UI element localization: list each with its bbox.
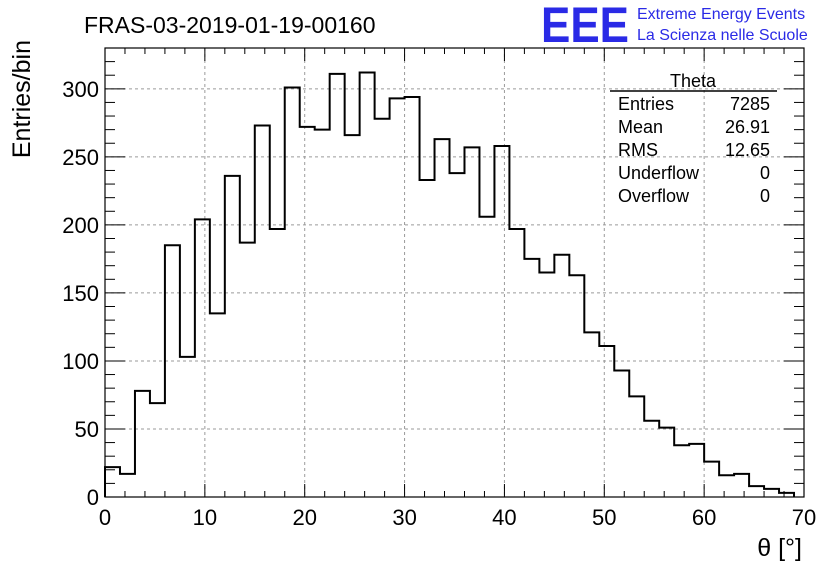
histogram-bin [255,126,270,497]
histogram-bin [180,357,195,497]
histogram-outline [104,71,796,497]
histogram-bin [464,147,479,497]
histogram-bin [479,217,494,497]
y-axis-label: Entries/bin [8,40,36,158]
y-tick-label: 300 [62,77,99,102]
histogram-bin [405,97,420,497]
histogram-bin [210,313,225,497]
histogram-bin [195,219,210,497]
x-tick-label: 60 [692,505,716,530]
y-tick-label: 200 [62,213,99,238]
histogram-bars [104,71,796,498]
stats-value: 0 [760,186,770,206]
chart-title: FRAS-03-2019-01-19-00160 [84,12,376,38]
stats-label: Underflow [618,163,700,183]
histogram-bin [285,87,300,497]
histogram-bin [599,346,614,497]
logo-mark: EEE [541,0,629,53]
histogram-bin [704,462,719,497]
x-tick-label: 70 [792,505,816,530]
x-tick-labels: 0 10 20 30 40 50 60 70 [99,505,816,530]
histogram-bin [554,255,569,497]
histogram-bin [390,98,405,497]
stats-value: 12.65 [725,140,770,160]
histogram-bin [569,275,584,497]
histogram-bin [105,467,120,497]
histogram-bin [674,445,689,497]
logo-line-1: Extreme Energy Events [637,6,805,23]
histogram-bin [764,489,779,497]
histogram-bin [420,180,435,497]
histogram-bin [629,396,644,497]
stats-label: Overflow [618,186,690,206]
y-tick-label: 0 [87,485,99,510]
histogram-bin [225,176,240,497]
histogram-bin [315,130,330,497]
histogram-bin [614,370,629,497]
histogram-bin [345,135,360,497]
stats-label: Mean [618,117,663,137]
histogram-bin [644,421,659,497]
histogram-bin [375,119,390,497]
stats-value: 26.91 [725,117,770,137]
y-tick-labels: 0 50 100 150 200 250 300 [62,77,99,510]
y-tick-label: 50 [75,417,99,442]
axis-ticks [104,47,805,498]
histogram-bin [330,74,345,497]
histogram-bin [584,332,599,497]
stats-title: Theta [670,71,717,91]
histogram-bin [360,72,375,497]
histogram-bin [524,259,539,497]
x-tick-label: 40 [492,505,516,530]
histogram-bin [150,403,165,497]
grid-lines [105,48,804,497]
histogram-bin [450,173,465,497]
stats-label: Entries [618,94,674,114]
histogram-bin [120,474,135,497]
histogram-bin [539,273,554,498]
histogram-bin [165,245,180,497]
x-tick-label: 50 [592,505,616,530]
histogram-bin [270,229,285,497]
histogram-bin [749,486,764,497]
y-tick-label: 250 [62,145,99,170]
x-tick-label: 10 [193,505,217,530]
y-tick-label: 150 [62,281,99,306]
histogram-bin [689,444,704,497]
stats-rows: Entries 7285 Mean 26.91 RMS 12.65 Underflow 0 Ov… [618,94,770,206]
y-tick-label: 100 [62,349,99,374]
histogram-bin [734,474,749,497]
histogram-bin [779,493,794,497]
x-tick-label: 30 [392,505,416,530]
stats-label: RMS [618,140,658,160]
histogram-bin [719,475,734,497]
histogram-bin [659,428,674,497]
histogram-bin [240,243,255,497]
logo-line-2: La Scienza nelle Scuole [637,27,808,44]
histogram-bin [135,391,150,497]
stats-value: 0 [760,163,770,183]
histogram-bin [300,127,315,497]
stats-box: Theta Entries 7285 Mean 26.91 RMS 12.65 Underf… [610,71,777,206]
x-tick-label: 20 [292,505,316,530]
histogram-bin [435,139,450,497]
x-axis-label: θ [°] [757,534,802,562]
plot-frame [104,47,805,498]
x-tick-label: 0 [99,505,111,530]
stats-value: 7285 [730,94,770,114]
histogram-bin [494,146,509,497]
eee-logo: EEE Extreme Energy Events La Scienza nel… [541,0,808,53]
histogram-bin [509,229,524,497]
